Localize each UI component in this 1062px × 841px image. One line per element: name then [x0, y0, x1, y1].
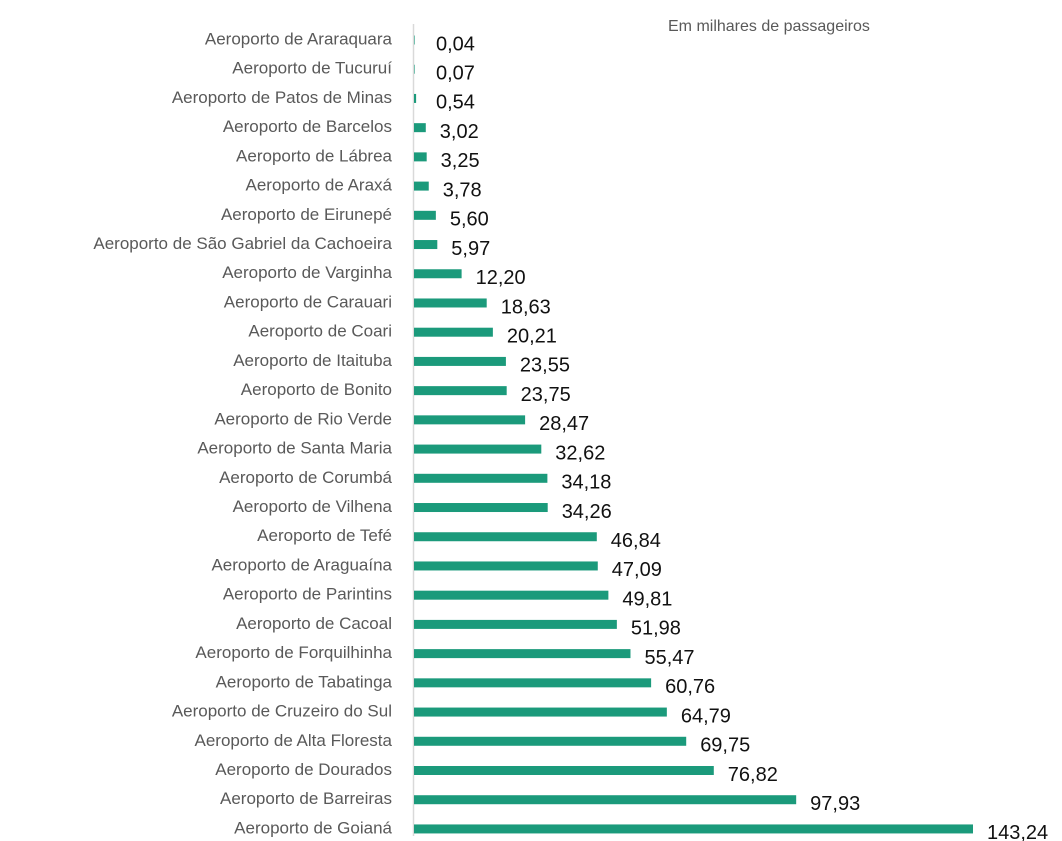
data-label: 18,63 — [501, 296, 551, 318]
y-tick-label: Aeroporto de Corumbá — [219, 468, 392, 487]
data-label: 3,78 — [443, 179, 482, 201]
data-label: 69,75 — [700, 735, 750, 757]
bar — [414, 707, 667, 717]
bar — [414, 298, 487, 308]
data-label: 23,55 — [520, 355, 570, 377]
y-tick-label: Aeroporto de Tefé — [257, 526, 392, 545]
y-tick-label: Aeroporto de Tucuruí — [232, 59, 392, 78]
bar — [414, 590, 609, 600]
bar — [414, 795, 797, 805]
y-tick-label: Aeroporto de Cruzeiro do Sul — [172, 702, 392, 721]
data-label: 51,98 — [631, 618, 681, 640]
y-tick-label: Aeroporto de Forquilhinha — [195, 643, 392, 662]
y-tick-label: Aeroporto de Varginha — [222, 263, 392, 282]
bar — [414, 210, 436, 220]
bar — [414, 327, 493, 337]
y-tick-label: Aeroporto de Alta Floresta — [194, 731, 392, 750]
bar — [414, 532, 597, 542]
data-label: 60,76 — [665, 676, 715, 698]
y-tick-label: Aeroporto de Araguaína — [211, 555, 392, 574]
bar — [414, 736, 687, 746]
bar — [414, 473, 548, 483]
bar — [414, 503, 548, 513]
y-tick-label: Aeroporto de Araraquara — [205, 29, 393, 48]
y-tick-label: Aeroporto de Eirunepé — [221, 205, 392, 224]
y-tick-label: Aeroporto de Bonito — [241, 380, 392, 399]
bar — [414, 93, 417, 103]
data-label: 76,82 — [728, 764, 778, 786]
data-label: 3,25 — [441, 150, 480, 172]
data-label: 5,97 — [451, 238, 490, 260]
y-tick-label: Aeroporto de Lábrea — [236, 146, 392, 165]
bar — [414, 678, 652, 688]
y-tick-label: Aeroporto de Rio Verde — [214, 409, 392, 428]
y-tick-label: Aeroporto de Carauari — [224, 292, 392, 311]
y-tick-label: Aeroporto de Vilhena — [233, 497, 393, 516]
data-label: 47,09 — [612, 559, 662, 581]
data-label: 34,26 — [562, 501, 612, 523]
bar — [414, 269, 462, 279]
y-tick-label: Aeroporto de Goianá — [234, 818, 392, 837]
data-label: 28,47 — [539, 413, 589, 435]
data-label: 3,02 — [440, 121, 479, 143]
data-label: 34,18 — [561, 472, 611, 494]
bar — [414, 824, 973, 834]
data-label: 0,07 — [436, 63, 475, 85]
bar — [414, 561, 598, 571]
data-label: 23,75 — [521, 384, 571, 406]
y-tick-label: Aeroporto de Patos de Minas — [172, 88, 392, 107]
bar — [414, 356, 506, 366]
data-label: 64,79 — [681, 705, 731, 727]
data-label: 0,54 — [436, 92, 475, 114]
bar — [414, 415, 526, 425]
y-tick-label: Aeroporto de Itaituba — [233, 351, 392, 370]
bar — [414, 152, 427, 162]
y-tick-label: Aeroporto de Coari — [248, 322, 392, 341]
y-tick-label: Aeroporto de Santa Maria — [197, 439, 392, 458]
bar — [414, 766, 714, 775]
y-tick-label: Aeroporto de Cacoal — [236, 614, 392, 633]
y-tick-label: Aeroporto de Araxá — [246, 176, 393, 195]
data-label: 0,04 — [436, 33, 475, 55]
bar — [414, 649, 631, 659]
data-label: 46,84 — [611, 530, 661, 552]
data-label: 55,47 — [644, 647, 694, 669]
y-tick-label: Aeroporto de Barreiras — [220, 789, 392, 808]
bar — [414, 386, 507, 396]
data-label: 97,93 — [810, 793, 860, 815]
y-tick-label: Aeroporto de Dourados — [215, 760, 392, 779]
y-tick-label: Aeroporto de Parintins — [223, 585, 392, 604]
data-label: 143,24 — [987, 822, 1048, 841]
data-label: 49,81 — [622, 588, 672, 610]
bar — [414, 64, 415, 74]
bar — [414, 123, 426, 133]
y-tick-label: Aeroporto de São Gabriel da Cachoeira — [93, 234, 392, 253]
bar — [414, 35, 415, 45]
bar — [414, 240, 438, 250]
chart-subtitle: Em milhares de passageiros — [668, 18, 870, 35]
data-label: 32,62 — [555, 442, 605, 464]
data-label: 12,20 — [476, 267, 526, 289]
data-label: 5,60 — [450, 209, 489, 231]
bar — [414, 619, 617, 629]
bar — [414, 444, 542, 454]
bar — [414, 181, 429, 191]
data-label: 20,21 — [507, 325, 557, 347]
y-tick-label: Aeroporto de Barcelos — [223, 117, 392, 136]
y-tick-label: Aeroporto de Tabatinga — [216, 672, 393, 691]
